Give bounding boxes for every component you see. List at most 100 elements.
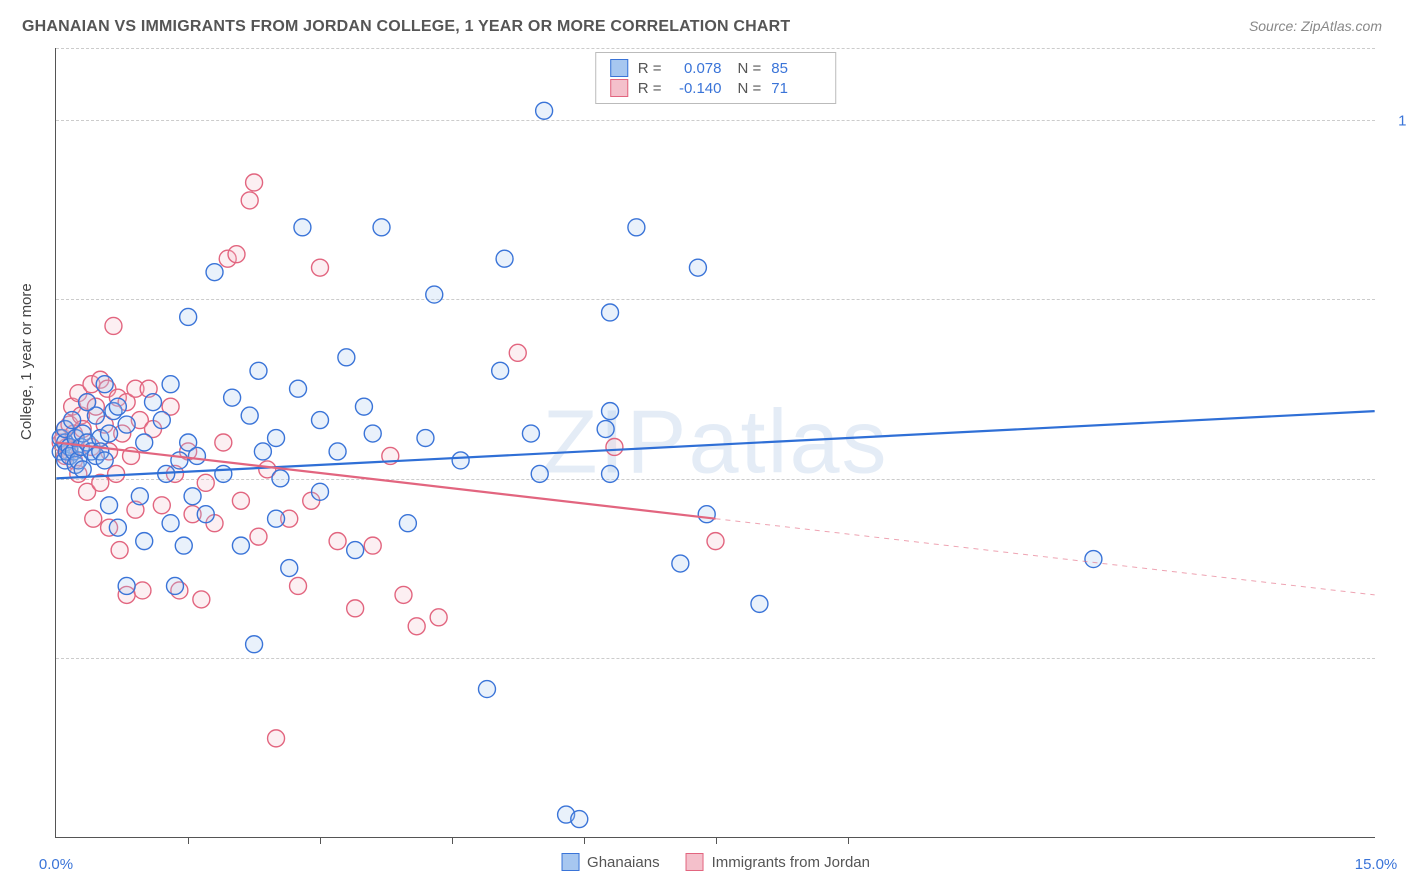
data-point	[118, 416, 135, 433]
legend-N-label: N =	[738, 60, 762, 77]
legend-bottom: Ghanaians Immigrants from Jordan	[561, 853, 870, 871]
data-point	[166, 577, 183, 594]
data-point	[509, 344, 526, 361]
y-tick-label: 40.0%	[1385, 651, 1406, 668]
data-point	[224, 389, 241, 406]
data-point	[171, 452, 188, 469]
data-point	[347, 542, 364, 559]
data-point	[109, 398, 126, 415]
data-point	[153, 497, 170, 514]
x-tick	[320, 837, 321, 844]
data-point	[268, 730, 285, 747]
data-point	[355, 398, 372, 415]
data-point	[193, 591, 210, 608]
data-point	[184, 488, 201, 505]
data-point	[395, 586, 412, 603]
data-point	[153, 412, 170, 429]
legend-swatch	[686, 853, 704, 871]
data-point	[606, 438, 623, 455]
data-point	[272, 470, 289, 487]
data-point	[134, 582, 151, 599]
data-point	[364, 537, 381, 554]
legend-item: Ghanaians	[561, 853, 660, 871]
data-point	[492, 362, 509, 379]
data-point	[312, 259, 329, 276]
data-point	[109, 519, 126, 536]
x-range-label: 0.0%	[39, 856, 73, 873]
data-point	[175, 537, 192, 554]
data-point	[522, 425, 539, 442]
legend-item: Immigrants from Jordan	[686, 853, 870, 871]
data-point	[364, 425, 381, 442]
y-tick-label: 80.0%	[1385, 292, 1406, 309]
y-tick-label: 60.0%	[1385, 471, 1406, 488]
legend-N-value: 71	[771, 80, 821, 97]
legend-N-value: 85	[771, 60, 821, 77]
data-point	[571, 811, 588, 828]
data-point	[268, 510, 285, 527]
data-point	[85, 510, 102, 527]
data-point	[602, 403, 619, 420]
data-point	[707, 533, 724, 550]
x-tick	[188, 837, 189, 844]
legend-stat-row: R =-0.140N =71	[610, 79, 822, 97]
y-tick-label: 100.0%	[1385, 112, 1406, 129]
data-point	[197, 506, 214, 523]
data-point	[531, 465, 548, 482]
data-point	[228, 246, 245, 263]
data-point	[96, 376, 113, 393]
legend-label: Immigrants from Jordan	[712, 854, 870, 871]
data-point	[1085, 551, 1102, 568]
data-point	[105, 317, 122, 334]
data-point	[180, 308, 197, 325]
data-point	[329, 533, 346, 550]
data-point	[136, 533, 153, 550]
data-point	[111, 542, 128, 559]
legend-stat-row: R =0.078N =85	[610, 59, 822, 77]
data-point	[347, 600, 364, 617]
data-point	[281, 560, 298, 577]
data-point	[79, 394, 96, 411]
x-tick	[584, 837, 585, 844]
data-point	[215, 434, 232, 451]
legend-swatch	[561, 853, 579, 871]
data-point	[672, 555, 689, 572]
data-point	[408, 618, 425, 635]
data-point	[131, 488, 148, 505]
x-tick	[452, 837, 453, 844]
trend-line-extrapolated	[716, 519, 1375, 595]
data-point	[417, 430, 434, 447]
data-point	[197, 474, 214, 491]
source-label: Source: ZipAtlas.com	[1249, 18, 1382, 34]
data-point	[246, 174, 263, 191]
x-range-label: 15.0%	[1355, 856, 1398, 873]
data-point	[145, 394, 162, 411]
data-point	[162, 515, 179, 532]
data-point	[312, 412, 329, 429]
y-axis-label: College, 1 year or more	[18, 283, 35, 440]
legend-R-value: 0.078	[672, 60, 722, 77]
data-point	[751, 595, 768, 612]
data-point	[241, 192, 258, 209]
legend-label: Ghanaians	[587, 854, 660, 871]
data-point	[479, 681, 496, 698]
data-point	[496, 250, 513, 267]
legend-swatch	[610, 79, 628, 97]
data-point	[96, 452, 113, 469]
data-point	[232, 492, 249, 509]
data-point	[215, 465, 232, 482]
x-tick	[848, 837, 849, 844]
data-point	[602, 304, 619, 321]
data-point	[254, 443, 271, 460]
data-point	[536, 102, 553, 119]
data-point	[290, 380, 307, 397]
chart-title: GHANAIAN VS IMMIGRANTS FROM JORDAN COLLE…	[22, 18, 790, 36]
data-point	[290, 577, 307, 594]
data-point	[452, 452, 469, 469]
legend-R-value: -0.140	[672, 80, 722, 97]
data-point	[206, 264, 223, 281]
legend-R-label: R =	[638, 80, 662, 97]
x-tick	[716, 837, 717, 844]
data-point	[118, 577, 135, 594]
data-point	[246, 636, 263, 653]
